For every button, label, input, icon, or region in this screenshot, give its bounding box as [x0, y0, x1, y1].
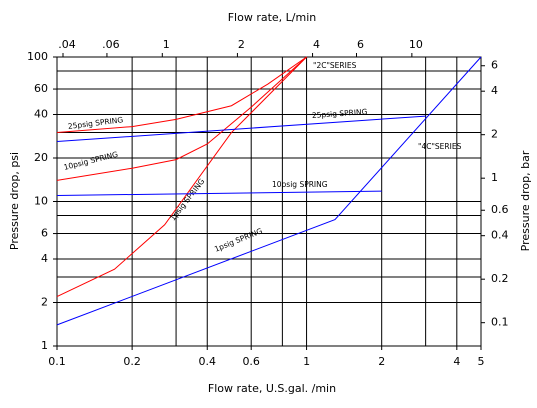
y2-tick-label: 0.2	[491, 272, 509, 285]
y-tick-label: 6	[41, 227, 48, 240]
series-label: 25psig SPRING	[67, 115, 123, 131]
y2-tick-label: 0.4	[491, 229, 509, 242]
x2-tick-label: .06	[102, 38, 120, 51]
series-line	[56, 190, 382, 197]
y2-tick-label: 2	[491, 128, 498, 141]
series-line	[56, 56, 307, 181]
x-tick-label: 5	[478, 355, 485, 368]
x2-tick-label: 6	[357, 38, 364, 51]
y2-tick-label: 1	[491, 171, 498, 184]
top-axis-title: Flow rate, L/min	[228, 11, 317, 24]
y-tick-label: 100	[27, 50, 48, 63]
series-label: 10psig SPRING	[272, 180, 328, 189]
x2-tick-label: 4	[313, 38, 320, 51]
annotation: "4C"SERIES	[418, 142, 462, 151]
x2-tick-label: .04	[58, 38, 76, 51]
right-axis-title: Pressure drop, bar	[519, 150, 532, 251]
y-tick-label: 20	[34, 151, 48, 164]
y-tick-label: 60	[34, 82, 48, 95]
y2-tick-label: 0.6	[491, 203, 509, 216]
y2-tick-label: 4	[491, 84, 498, 97]
series-line	[56, 56, 482, 326]
bottom-axis-title: Flow rate, U.S.gal. /min	[208, 382, 336, 395]
x2-tick-label: 10	[409, 38, 423, 51]
series-line	[56, 56, 307, 297]
series-label: 25psig SPRING	[312, 107, 368, 120]
y-tick-label: 2	[41, 296, 48, 309]
left-axis-title: Pressure drop, psi	[8, 152, 21, 250]
series-line	[56, 56, 307, 134]
x2-tick-label: 2	[238, 38, 245, 51]
x-tick-label: 0.6	[242, 355, 260, 368]
x-tick-label: 4	[453, 355, 460, 368]
y2-tick-label: 0.1	[491, 316, 509, 329]
y-tick-label: 1	[41, 339, 48, 352]
x-tick-label: 0.4	[199, 355, 217, 368]
y-tick-label: 40	[34, 108, 48, 121]
series-line	[56, 115, 426, 143]
x2-tick-label: 1	[163, 38, 170, 51]
x-tick-label: 1	[303, 355, 310, 368]
y2-tick-label: 6	[491, 59, 498, 72]
x-tick-label: 2	[378, 355, 385, 368]
x-tick-label: 0.2	[123, 355, 141, 368]
y-tick-label: 10	[34, 195, 48, 208]
annotation: "2C"SERIES	[313, 61, 357, 70]
x-tick-label: 0.1	[48, 355, 66, 368]
series-label: 10psig SPRING	[63, 150, 119, 172]
y-tick-label: 4	[41, 252, 48, 265]
